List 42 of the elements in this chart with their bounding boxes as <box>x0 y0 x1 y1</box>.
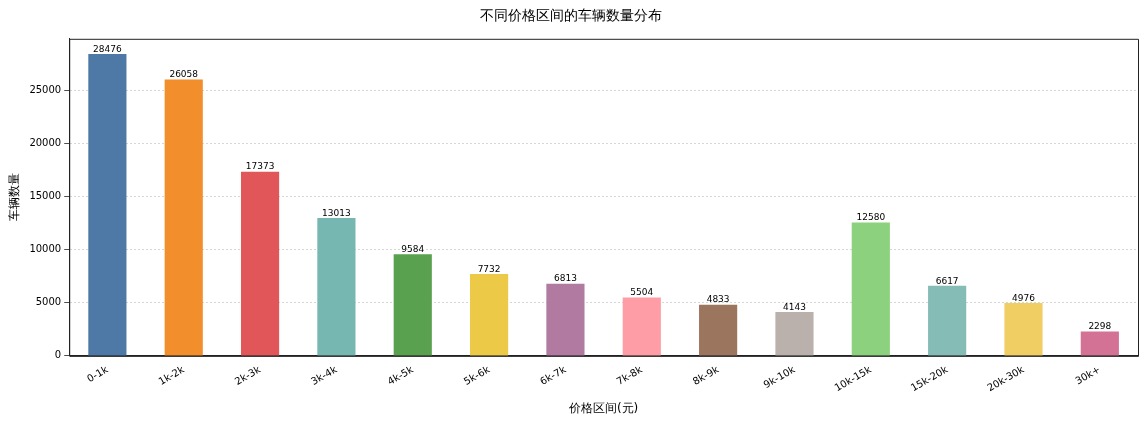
data-label: 2298 <box>1088 321 1112 332</box>
bar <box>393 254 432 356</box>
bar <box>1004 303 1043 356</box>
data-label: 26058 <box>169 69 199 80</box>
y-tick-label: 5000 <box>35 296 62 308</box>
x-axis-title: 价格区间(元) <box>567 400 639 415</box>
data-label: 17373 <box>245 161 275 172</box>
data-label: 12580 <box>856 212 886 223</box>
bar <box>622 297 661 356</box>
data-label: 6813 <box>553 273 577 284</box>
y-axis-title: 车辆数量 <box>7 173 22 222</box>
x-tick-label: 6k-7k <box>538 363 568 387</box>
chart-title: 不同价格区间的车辆数量分布 <box>480 7 662 24</box>
data-label: 4833 <box>706 294 730 305</box>
y-tick-label: 20000 <box>29 137 62 149</box>
y-tick-label: 15000 <box>29 190 62 202</box>
bar <box>775 311 814 356</box>
data-label: 6617 <box>935 275 959 286</box>
data-label: 9584 <box>401 244 425 255</box>
y-tick-label: 25000 <box>29 84 62 96</box>
data-label: 13013 <box>322 207 351 218</box>
y-tick-label: 0 <box>54 349 62 361</box>
bar <box>164 79 203 356</box>
data-label: 4143 <box>783 301 806 312</box>
bar <box>1080 331 1119 356</box>
x-tick-label: 0-1k <box>85 363 110 385</box>
data-label: 28476 <box>93 43 122 54</box>
data-label: 7732 <box>477 263 501 274</box>
bar <box>851 222 890 356</box>
bar <box>88 53 127 356</box>
bar <box>699 304 738 356</box>
bar <box>928 285 967 356</box>
x-tick-label: 7k-8k <box>614 363 645 387</box>
bar <box>240 171 280 356</box>
x-tick-label: 4k-5k <box>385 363 416 387</box>
bar <box>317 217 356 356</box>
bar <box>470 273 509 356</box>
data-label: 5504 <box>630 287 654 298</box>
data-label: 4976 <box>1012 292 1036 303</box>
x-tick-label: 30k+ <box>1073 363 1103 387</box>
bar <box>546 283 585 356</box>
y-tick-label: 10000 <box>29 243 62 255</box>
